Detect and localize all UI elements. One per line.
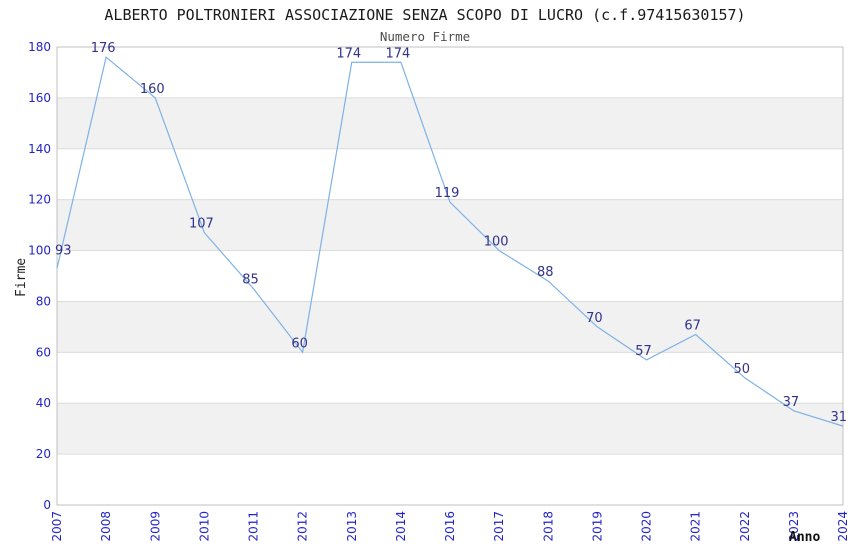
data-label: 93 [55, 243, 72, 258]
data-label: 88 [537, 265, 554, 280]
x-tick-label: 2009 [148, 511, 162, 542]
y-tick-label: 0 [43, 498, 51, 512]
y-tick-label: 80 [36, 294, 51, 308]
chart-subtitle: Numero Firme [379, 29, 471, 44]
plot-band [57, 97, 843, 149]
x-axis-title: Anno [789, 530, 821, 545]
data-label: 160 [140, 82, 165, 97]
data-label: 37 [783, 395, 800, 410]
plot-border [56, 46, 844, 506]
x-tick-label: 2013 [345, 511, 359, 542]
x-tick-label: 2022 [738, 511, 752, 542]
x-tick-label: 2011 [247, 511, 261, 542]
data-label: 100 [484, 235, 509, 250]
data-label: 57 [635, 344, 652, 359]
x-tick-label: 2019 [590, 511, 604, 542]
x-tick-label: 2018 [541, 511, 555, 542]
data-label: 60 [291, 336, 308, 351]
data-label: 174 [385, 46, 410, 61]
data-label: 70 [586, 311, 603, 326]
x-tick-label: 2012 [296, 511, 310, 542]
data-label: 85 [242, 273, 259, 288]
data-label: 176 [91, 41, 116, 56]
y-tick-label: 20 [36, 447, 51, 461]
x-tick-label: 2020 [640, 511, 654, 542]
y-tick-label: 180 [28, 40, 51, 54]
data-label: 31 [830, 410, 847, 425]
data-label: 119 [435, 186, 460, 201]
x-tick-label: 2007 [50, 511, 64, 542]
x-tick-label: 2021 [689, 511, 703, 542]
data-label: 107 [189, 217, 214, 232]
data-label: 50 [733, 362, 750, 377]
series-line [56, 56, 844, 427]
y-tick-label: 120 [28, 193, 51, 207]
y-axis-title: Firme [14, 257, 29, 297]
plot-band [57, 403, 843, 455]
x-tick-label: 2023 [787, 511, 801, 542]
y-tick-label: 100 [28, 244, 51, 258]
x-tick-label: 2010 [197, 511, 211, 542]
y-tick-label: 40 [36, 396, 51, 410]
chart-title: ALBERTO POLTRONIERI ASSOCIAZIONE SENZA S… [104, 6, 746, 24]
data-label: 174 [336, 46, 361, 61]
x-tick-label: 2017 [492, 511, 506, 542]
plot-band [57, 199, 843, 251]
data-label: 67 [684, 319, 701, 334]
x-tick-label: 2014 [394, 511, 408, 542]
x-tick-label: 2024 [836, 511, 850, 542]
x-tick-label: 2016 [443, 511, 457, 542]
x-tick-label: 2008 [99, 511, 113, 542]
plot-band [57, 301, 843, 353]
y-tick-label: 160 [28, 91, 51, 105]
y-tick-label: 140 [28, 142, 51, 156]
y-tick-label: 60 [36, 345, 51, 359]
